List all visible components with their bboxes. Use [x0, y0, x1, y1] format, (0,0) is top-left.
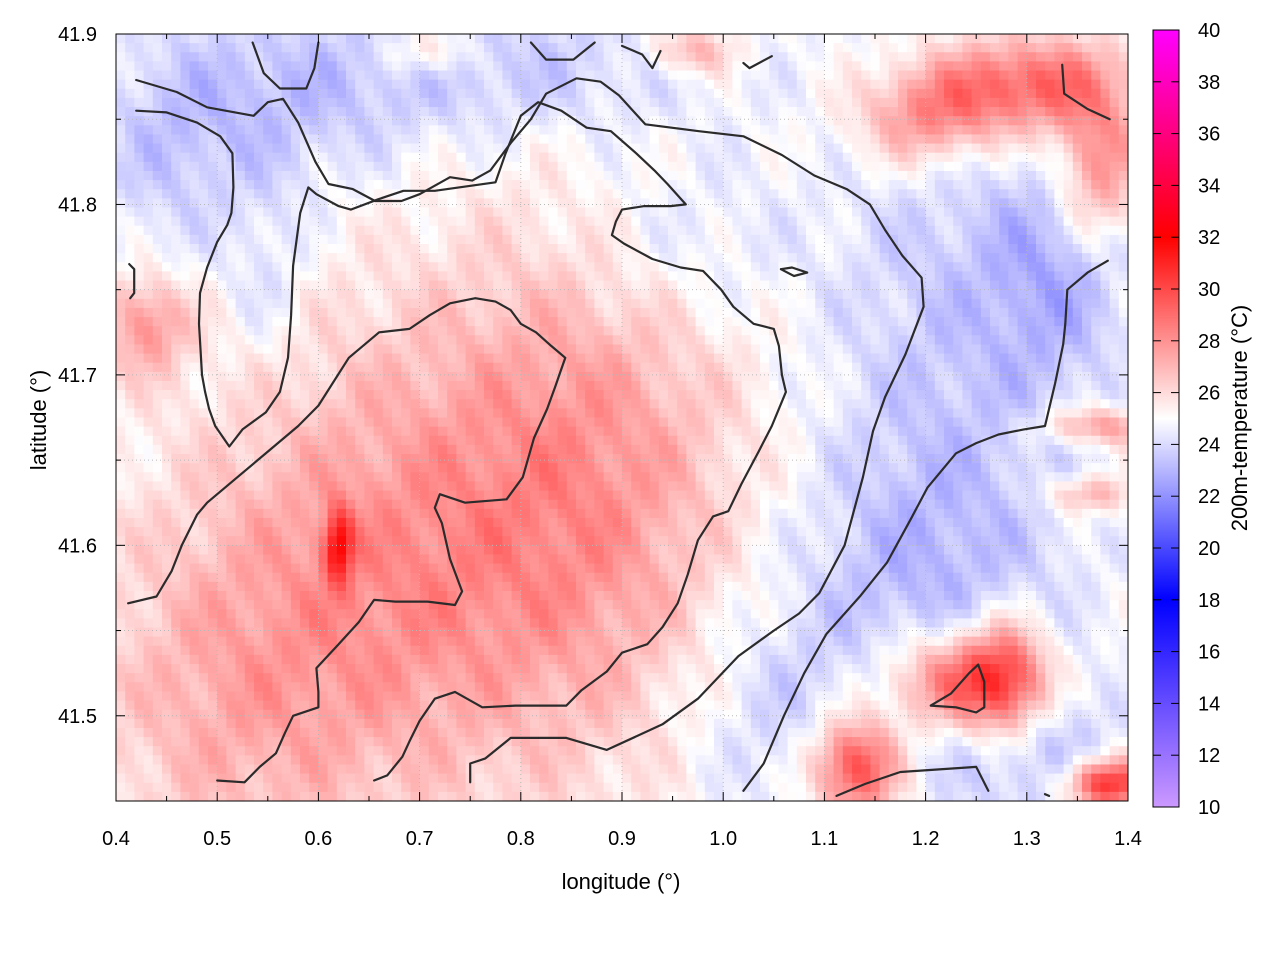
y-axis-title: latitude (°)	[26, 370, 51, 471]
y-tick-label: 41.6	[58, 535, 97, 557]
x-tick-label: 1.0	[709, 828, 737, 850]
x-tick-label: 1.2	[912, 828, 940, 850]
colorbar-tick-label: 14	[1198, 693, 1220, 715]
colorbar-tick-label: 16	[1198, 642, 1220, 664]
x-tick-label: 1.3	[1013, 828, 1041, 850]
contour-line	[929, 663, 986, 714]
x-tick-label: 0.8	[507, 828, 535, 850]
contour-line	[779, 266, 809, 278]
x-tick-label: 1.1	[810, 828, 838, 850]
heatmap-field	[116, 34, 1128, 801]
y-tick-label: 41.8	[58, 194, 97, 216]
colorbar-tick-label: 20	[1198, 538, 1220, 560]
colorbar-tick-label: 38	[1198, 72, 1220, 94]
x-tick-label: 0.6	[304, 828, 332, 850]
y-axis: 41.5 41.6 41.7 41.8 41.9	[58, 24, 1128, 728]
x-tick-label: 0.5	[203, 828, 231, 850]
colorbar-tick-label: 18	[1198, 590, 1220, 612]
contour-line	[742, 259, 1109, 792]
x-axis-title: longitude (°)	[562, 869, 681, 894]
contour-line	[742, 55, 773, 70]
x-axis: 0.4 0.5 0.6 0.7 0.8 0.9 1.0 1.1 1.2 1.3 1.4	[102, 34, 1142, 850]
x-tick-label: 0.4	[102, 828, 130, 850]
contour-lines	[127, 41, 1111, 797]
contour-line	[135, 101, 787, 782]
colorbar-tick-label: 10	[1198, 797, 1220, 819]
x-tick-label: 0.9	[608, 828, 636, 850]
y-tick-label: 41.7	[58, 365, 97, 387]
colorbar-tick-label: 32	[1198, 227, 1220, 249]
colorbar-tick-label: 30	[1198, 279, 1220, 301]
colorbar-tick-label: 34	[1198, 175, 1220, 197]
y-tick-label: 41.9	[58, 24, 97, 46]
colorbar-ticks: 10 12 14 16 18 20 22 24 26 28 30 32 34 36 38 40	[1153, 20, 1220, 819]
x-tick-label: 0.7	[406, 828, 434, 850]
contour-line	[835, 765, 990, 797]
colorbar-title: 200m-temperature (°C)	[1227, 305, 1252, 531]
contour-line	[127, 297, 567, 784]
contour-line	[128, 263, 136, 300]
contour-line	[620, 44, 662, 70]
colorbar-tick-label: 40	[1198, 20, 1220, 42]
colorbar-tick-label: 22	[1198, 486, 1220, 508]
colorbar-tick-label: 26	[1198, 383, 1220, 405]
contour-line	[251, 41, 320, 90]
colorbar-tick-label: 36	[1198, 124, 1220, 146]
y-tick-label: 41.5	[58, 706, 97, 728]
colorbar-tick-label: 24	[1198, 434, 1220, 456]
contour-line	[529, 41, 596, 61]
contour-line	[1061, 63, 1111, 121]
contour-line	[135, 77, 925, 784]
colorbar	[1152, 29, 1180, 808]
contour-line	[1043, 793, 1051, 797]
colorbar-tick-label: 28	[1198, 331, 1220, 353]
colorbar-tick-label: 12	[1198, 745, 1220, 767]
x-tick-label: 1.4	[1114, 828, 1142, 850]
